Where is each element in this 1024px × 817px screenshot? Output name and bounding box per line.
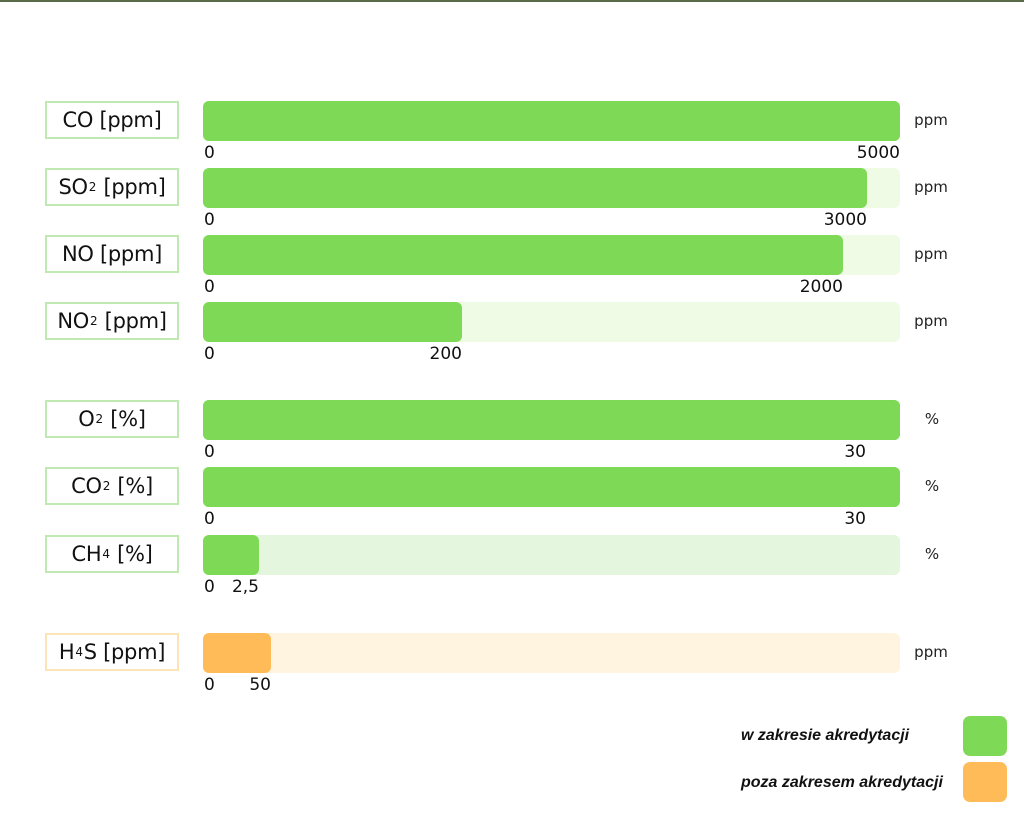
gas-unit: [ppm] [96, 640, 166, 664]
legend-swatch-out-scope [963, 762, 1007, 802]
tick-label-max: 3000 [823, 210, 867, 230]
gas-unit: [%] [110, 542, 153, 566]
tick-label-max: 200 [429, 344, 462, 364]
unit-label: % [924, 545, 940, 563]
unit-label: ppm [914, 245, 948, 263]
unit-label: ppm [914, 178, 948, 196]
unit-label: ppm [914, 312, 948, 330]
gas-label: NO [ppm] [45, 235, 179, 273]
gas-subscript: 4 [102, 547, 110, 561]
gas-unit: [ppm] [93, 108, 162, 132]
tick-label-min: 0 [204, 442, 215, 462]
gas-name: H [58, 640, 75, 664]
gas-subscript: 2 [95, 412, 104, 426]
tick-label-min: 0 [204, 210, 215, 230]
tick-label-max: 2000 [799, 277, 843, 297]
tick-label-min: 0 [204, 277, 215, 297]
gas-label: CO 2 [%] [45, 467, 179, 505]
legend-swatch-in-scope [963, 716, 1007, 756]
gas-name: CO [71, 474, 102, 498]
gas-label: CO [ppm] [45, 101, 179, 139]
gas-subscript: 2 [102, 479, 111, 493]
gas-unit: [ppm] [98, 309, 167, 333]
gas-subscript: 2 [89, 314, 98, 328]
tick-label-min: 0 [204, 577, 215, 597]
tick-label-max: 30 [844, 442, 866, 462]
gas-unit: [ppm] [93, 242, 163, 266]
bar-fill [203, 101, 900, 141]
gas-label: SO 2 [ppm] [45, 168, 179, 206]
bar-track [203, 400, 900, 440]
gas-name: SO [58, 175, 89, 199]
bar-track [203, 633, 900, 673]
tick-label-min: 0 [204, 143, 215, 163]
tick-label-max: 2,5 [231, 577, 259, 597]
unit-label: % [924, 410, 940, 428]
bar-fill [203, 535, 259, 575]
gas-name: NO [61, 242, 94, 266]
bar-fill [203, 467, 900, 507]
bar-fill [203, 168, 867, 208]
legend-label-out-scope: poza zakresem akredytacji [741, 774, 943, 791]
bar-fill [203, 302, 462, 342]
bar-track [203, 302, 900, 342]
unit-label: ppm [914, 111, 948, 129]
tick-label-min: 0 [204, 675, 215, 695]
top-divider [0, 0, 1024, 2]
unit-label: % [924, 477, 940, 495]
bar-fill [203, 400, 900, 440]
bar-track [203, 535, 900, 575]
bar-track [203, 101, 900, 141]
bar-track [203, 235, 900, 275]
gas-unit: [%] [111, 474, 153, 498]
gas-unit: [%] [103, 407, 146, 431]
gas-name: O [78, 407, 95, 431]
bar-fill [203, 633, 271, 673]
tick-label-min: 0 [204, 344, 215, 364]
gas-name: CO [62, 108, 94, 132]
bar-track [203, 467, 900, 507]
gas-label: NO 2 [ppm] [45, 302, 179, 340]
gas-subscript: 4 [75, 645, 83, 659]
gas-name-suffix: S [83, 640, 97, 664]
unit-label: ppm [914, 643, 948, 661]
bar-track [203, 168, 900, 208]
gas-label: CH 4 [%] [45, 535, 179, 573]
gas-unit: [ppm] [97, 175, 166, 199]
gas-name: CH [71, 542, 102, 566]
tick-label-max: 50 [249, 675, 271, 695]
gas-name: NO [57, 309, 89, 333]
tick-label-max: 5000 [856, 143, 900, 163]
bar-fill [203, 235, 843, 275]
tick-label-max: 30 [844, 509, 866, 529]
tick-label-min: 0 [204, 509, 215, 529]
legend-label-in-scope: w zakresie akredytacji [741, 727, 910, 744]
gas-subscript: 2 [88, 180, 97, 194]
